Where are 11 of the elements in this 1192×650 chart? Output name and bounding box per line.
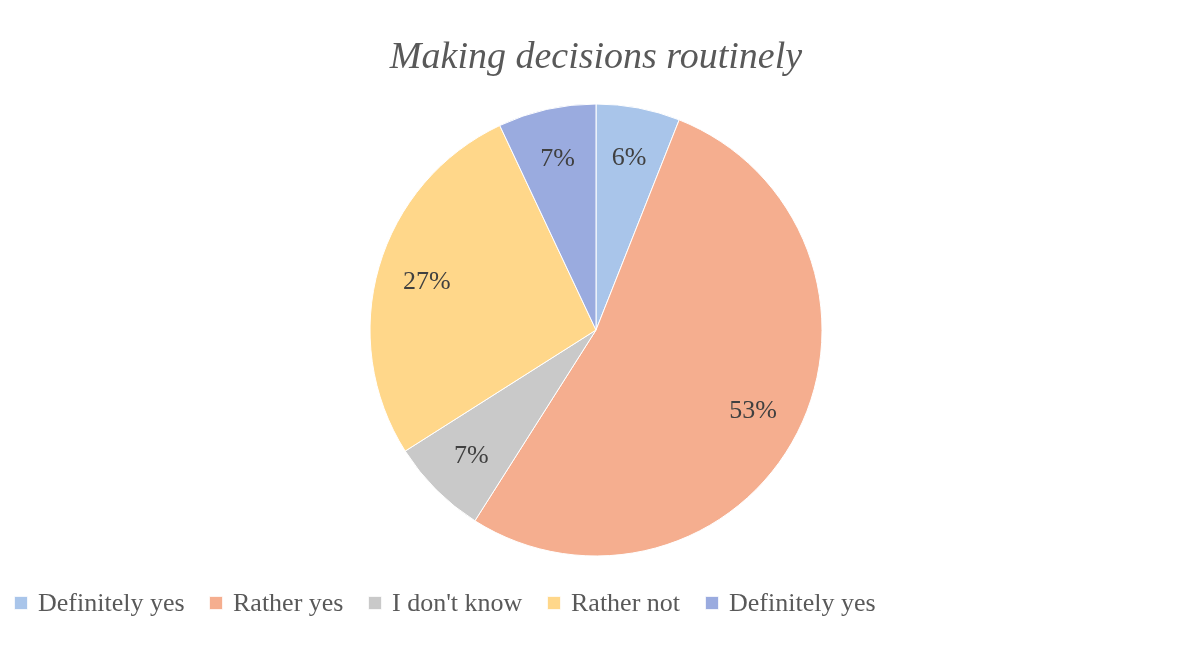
legend-label: Rather yes: [233, 588, 344, 617]
legend-label: I don't know: [392, 588, 523, 617]
data-label: 7%: [540, 142, 575, 172]
chart-title: Making decisions routinely: [388, 34, 803, 76]
data-label: 6%: [611, 141, 647, 171]
data-label: 27%: [402, 265, 451, 295]
data-label: 7%: [454, 439, 489, 469]
data-label: 53%: [729, 395, 777, 425]
legend-label: Rather not: [571, 588, 681, 617]
legend-label: Definitely yes: [729, 588, 876, 617]
legend-label: Definitely yes: [38, 588, 185, 617]
